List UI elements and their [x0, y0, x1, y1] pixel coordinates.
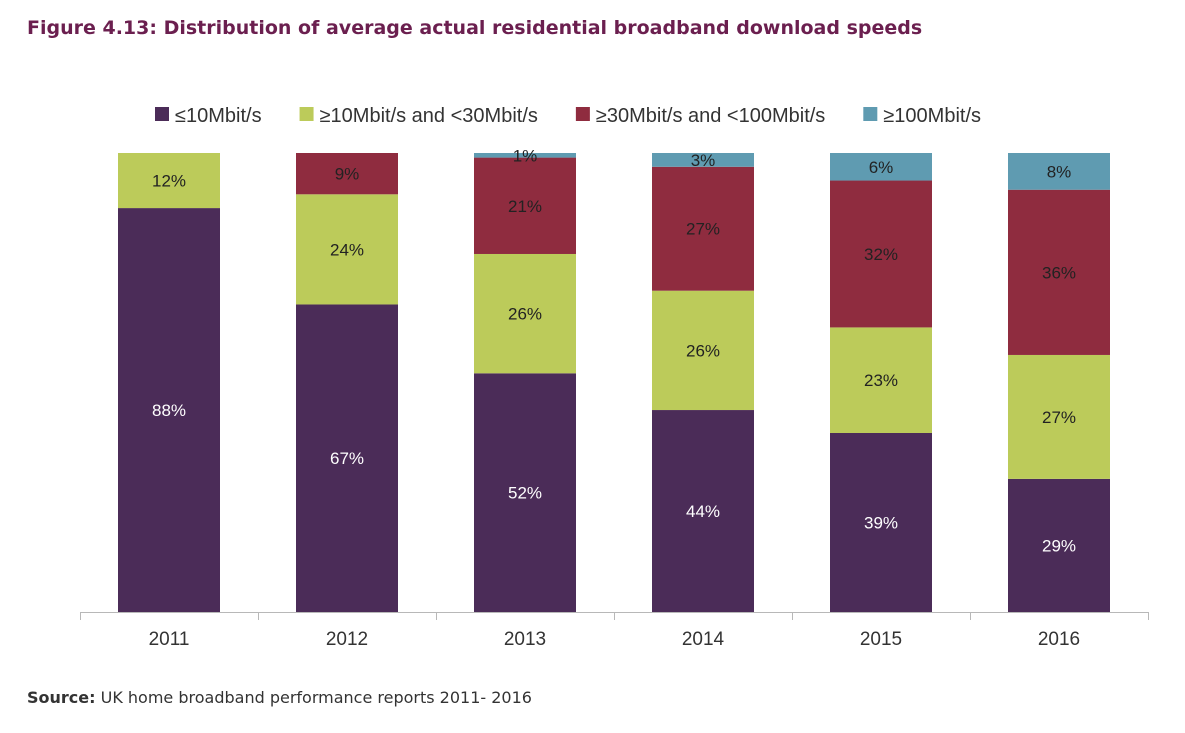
bar-2014-10mbit-s	[652, 410, 754, 612]
x-tick-label-2015: 2015	[860, 629, 902, 650]
bar-2015-100mbit-s	[830, 153, 932, 181]
x-tick-label-2012: 2012	[326, 629, 368, 650]
data-label-2013-10mbit-s: 52%	[508, 484, 542, 503]
data-label-2016-30mbit-s-and-100mbit-s: 36%	[1042, 263, 1076, 282]
data-label-2013-100mbit-s: 1%	[513, 146, 538, 165]
legend-swatch-3	[575, 107, 590, 121]
stacked-bar-chart: ≤10Mbit/s ≥10Mbit/s and <30Mbit/s ≥30Mbit/…	[80, 105, 1149, 650]
data-label-2011-10mbit-s-and-30mbit-s: 12%	[152, 172, 186, 191]
bar-2015-10mbit-s-and-30mbit-s	[830, 327, 932, 433]
data-label-2012-10mbit-s-and-30mbit-s: 24%	[330, 240, 364, 259]
bar-2011-10mbit-s	[118, 208, 220, 612]
data-label-2013-30mbit-s-and-100mbit-s: 21%	[508, 197, 542, 216]
bar-2016-10mbit-s-and-30mbit-s	[1008, 354, 1110, 479]
x-tick-label-2013: 2013	[504, 629, 546, 650]
x-tick-label-2014: 2014	[682, 629, 725, 650]
data-label-2015-10mbit-s-and-30mbit-s: 23%	[864, 371, 898, 390]
legend-label-2: ≥10Mbit/s and <30Mbit/s	[320, 105, 538, 127]
source-label: Source:	[27, 688, 96, 707]
bar-2016-30mbit-s-and-100mbit-s	[1008, 189, 1110, 355]
data-label-2015-10mbit-s: 39%	[864, 513, 898, 532]
bar-2013-10mbit-s-and-30mbit-s	[474, 253, 576, 374]
data-label-2016-10mbit-s-and-30mbit-s: 27%	[1042, 408, 1076, 427]
data-label-2014-100mbit-s: 3%	[691, 151, 716, 170]
bar-2012-10mbit-s	[296, 304, 398, 612]
x-tick-label-2016: 2016	[1038, 629, 1080, 650]
source-text: UK home broadband performance reports 20…	[95, 688, 532, 707]
chart-legend: ≤10Mbit/s ≥10Mbit/s and <30Mbit/s ≥30Mbit/…	[155, 105, 981, 127]
data-label-2014-10mbit-s-and-30mbit-s: 26%	[686, 341, 720, 360]
legend-swatch-1	[155, 107, 169, 121]
bar-2013-30mbit-s-and-100mbit-s	[474, 157, 576, 254]
data-label-2011-10mbit-s: 88%	[152, 401, 186, 420]
x-axis: 2011 2012 2013 2014 2015 2016	[80, 612, 1149, 650]
data-label-2015-100mbit-s: 6%	[869, 158, 894, 177]
x-tick-label-2011: 2011	[149, 629, 190, 650]
bar-2014-10mbit-s-and-30mbit-s	[652, 290, 754, 411]
data-label-2013-10mbit-s-and-30mbit-s: 26%	[508, 305, 542, 324]
data-label-2015-30mbit-s-and-100mbit-s: 32%	[864, 245, 898, 264]
bar-2013-100mbit-s	[474, 153, 576, 158]
bar-2015-10mbit-s	[830, 432, 932, 612]
data-label-2016-10mbit-s: 29%	[1042, 536, 1076, 555]
bar-2011-10mbit-s-and-30mbit-s	[118, 153, 220, 209]
bars-group: 88% 12% 67% 24% 9% 52% 26% 21% 1% 44% 26% 27% 3% 39% 2…	[118, 146, 1110, 612]
data-label-2012-30mbit-s-and-100mbit-s: 9%	[335, 165, 360, 184]
legend-label-1: ≤10Mbit/s	[175, 105, 262, 127]
legend-label-3: ≥30Mbit/s and <100Mbit/s	[596, 105, 825, 127]
bar-2016-10mbit-s	[1008, 478, 1110, 612]
bar-2015-30mbit-s-and-100mbit-s	[830, 180, 932, 328]
bar-2016-100mbit-s	[1008, 153, 1110, 190]
figure-title: Figure 4.13: Distribution of average act…	[27, 17, 923, 39]
bar-2012-10mbit-s-and-30mbit-s	[296, 194, 398, 305]
bar-2014-100mbit-s	[652, 153, 754, 167]
legend-label-4: ≥100Mbit/s	[883, 105, 981, 127]
data-label-2014-10mbit-s: 44%	[686, 502, 720, 521]
data-label-2016-100mbit-s: 8%	[1047, 162, 1072, 181]
legend-swatch-2	[299, 107, 314, 121]
bar-2012-30mbit-s-and-100mbit-s	[296, 153, 398, 195]
source-note: Source: UK home broadband performance re…	[27, 688, 532, 707]
bar-2013-10mbit-s	[474, 373, 576, 612]
legend-swatch-4	[863, 107, 878, 121]
bar-2014-30mbit-s-and-100mbit-s	[652, 166, 754, 291]
data-label-2014-30mbit-s-and-100mbit-s: 27%	[686, 220, 720, 239]
data-label-2012-10mbit-s: 67%	[330, 449, 364, 468]
